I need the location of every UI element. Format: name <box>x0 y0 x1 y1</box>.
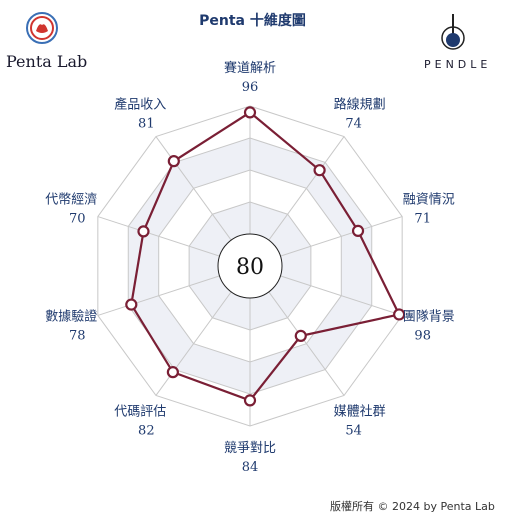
pendle-logo-icon <box>441 14 465 50</box>
data-point <box>351 224 365 237</box>
category-label: 代碼評估 <box>114 405 166 420</box>
score-circle <box>217 233 283 299</box>
category-label: 團隊背景 <box>403 309 455 325</box>
data-point <box>166 366 179 379</box>
category-label: 賽道解析 <box>224 60 276 76</box>
category-label: 融資情況 <box>403 192 455 207</box>
data-point <box>243 106 257 119</box>
brand-name: PENDLE <box>424 58 492 71</box>
chart-title: Penta 十維度圖 <box>199 13 306 29</box>
value-label: 96 <box>242 80 259 95</box>
data-point <box>313 164 326 177</box>
value-label: 82 <box>138 424 155 439</box>
data-point <box>243 394 257 407</box>
category-label: 數據驗證 <box>45 309 97 325</box>
data-point <box>137 225 150 238</box>
data-point <box>393 308 406 321</box>
category-label: 路線規劃 <box>334 96 386 112</box>
value-label: 71 <box>414 211 431 226</box>
value-label: 81 <box>138 116 155 131</box>
category-label: 代幣經濟 <box>45 191 97 207</box>
data-point <box>294 329 307 342</box>
category-label: 媒體社群 <box>334 404 386 420</box>
data-point <box>125 298 138 311</box>
data-point <box>167 155 180 168</box>
copyright-footer: 版權所有 © 2024 by Penta Lab <box>330 500 495 513</box>
category-label: 競爭對比 <box>224 441 276 456</box>
value-label: 84 <box>242 460 259 475</box>
value-label: 70 <box>69 211 86 226</box>
value-label: 78 <box>69 329 86 344</box>
lab-name: Penta Lab <box>6 52 88 71</box>
value-label: 74 <box>345 116 362 131</box>
value-label: 54 <box>345 424 362 439</box>
value-label: 98 <box>414 329 431 344</box>
category-label: 產品收入 <box>114 96 166 112</box>
center-score: 80 <box>236 255 264 280</box>
penta-lab-logo-icon <box>26 12 58 44</box>
